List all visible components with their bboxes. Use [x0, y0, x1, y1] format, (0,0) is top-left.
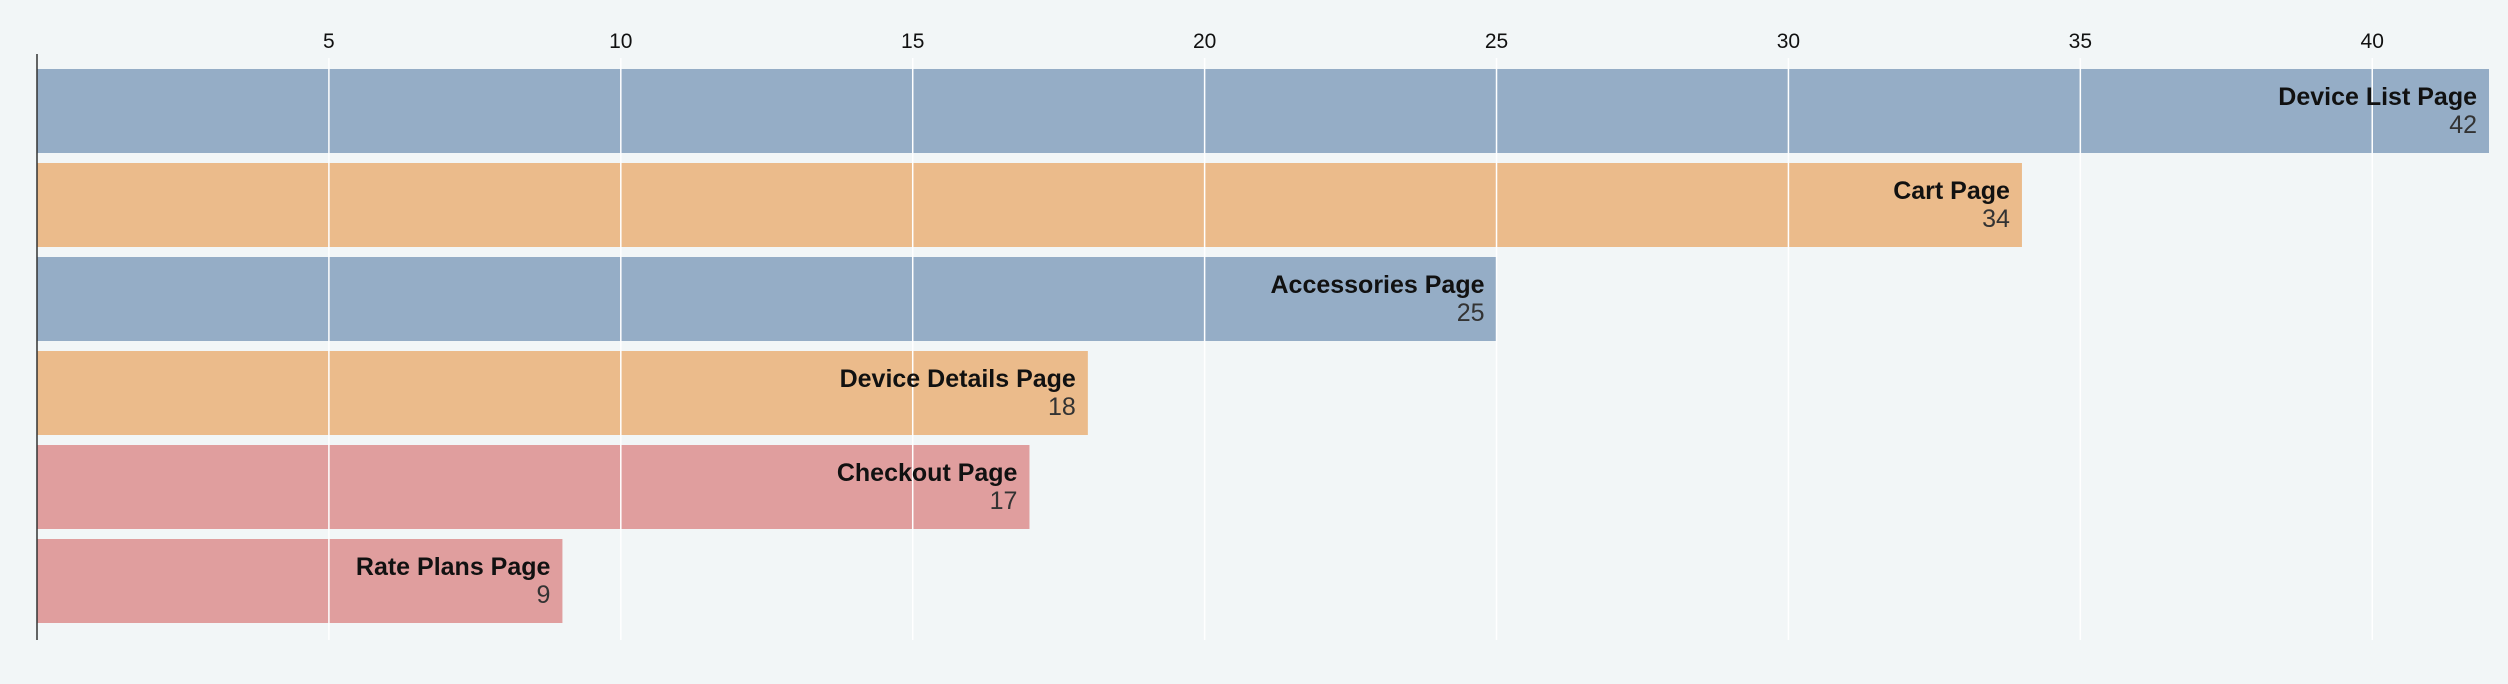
x-tick-label: 35 — [2069, 30, 2092, 53]
x-tick-label: 40 — [2361, 30, 2384, 53]
x-tick-label: 15 — [901, 30, 924, 53]
bar — [37, 257, 1497, 341]
bar-value-label: 18 — [1048, 393, 1076, 421]
axis-layer: 5 10 15 20 25 30 35 40 — [36, 30, 2384, 640]
bar-category-label: Rate Plans Page — [356, 553, 551, 581]
x-tick-label: 25 — [1485, 30, 1508, 53]
x-tick-label: 20 — [1193, 30, 1216, 53]
bar-category-label: Cart Page — [1893, 177, 2010, 205]
bar-category-label: Accessories Page — [1270, 271, 1484, 299]
bar — [37, 163, 2022, 247]
bar — [37, 351, 1088, 435]
bar-value-label: 9 — [537, 581, 551, 609]
bar — [37, 445, 1030, 529]
bar-value-label: 42 — [2449, 111, 2477, 139]
bar-category-label: Checkout Page — [837, 459, 1018, 487]
bars-layer — [37, 69, 2489, 623]
x-tick-label: 5 — [323, 30, 335, 53]
bar-category-label: Device Details Page — [840, 365, 1076, 393]
bar-value-label: 25 — [1457, 299, 1485, 327]
bar-category-label: Device List Page — [2278, 83, 2477, 111]
bar — [37, 539, 563, 623]
bar — [37, 69, 2489, 153]
x-tick-label: 10 — [609, 30, 632, 53]
x-tick-label: 30 — [1777, 30, 1800, 53]
bar-value-label: 17 — [990, 487, 1018, 515]
bar-value-label: 34 — [1982, 205, 2010, 233]
gridlines — [328, 58, 2373, 640]
